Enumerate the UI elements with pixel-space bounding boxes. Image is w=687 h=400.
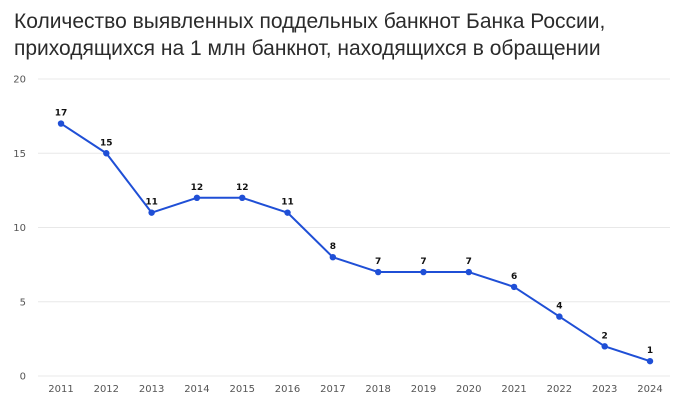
data-label: 11 [145,198,158,208]
x-tick-label: 2013 [139,384,164,395]
y-tick-label: 5 [20,297,26,308]
data-point [239,194,246,201]
y-tick-label: 15 [13,149,26,160]
y-tick-label: 0 [20,372,26,383]
x-tick-label: 2012 [94,384,119,395]
data-label: 8 [330,242,336,252]
x-tick-label: 2021 [501,384,526,395]
data-point [646,357,654,365]
x-tick-label: 2016 [275,384,300,395]
x-tick-label: 2022 [547,384,572,395]
data-label: 12 [236,183,249,193]
series [57,120,654,365]
x-tick-label: 2018 [365,384,390,395]
data-label: 4 [556,302,562,312]
data-label: 7 [375,257,381,267]
data-point [329,254,337,261]
x-tick-label: 2014 [184,384,209,395]
chart-title-line-2: приходящихся на 1 млн банкнот, находящих… [14,37,601,60]
data-label: 7 [420,257,426,267]
data-label: 12 [191,183,204,193]
data-point [601,343,608,350]
data-label: 1 [647,346,653,356]
y-tick-label: 20 [13,75,26,86]
data-label: 17 [55,109,68,119]
data-label: 15 [100,138,113,148]
x-tick-label: 2017 [320,384,345,395]
data-labels: 17 15 11 12 12 11 8 7 7 7 6 4 2 1 [55,109,653,357]
x-tick-label: 2015 [230,384,255,395]
chart-title: Количество выявленных поддельных банкнот… [14,8,674,62]
data-point [556,313,563,320]
y-axis: 0 5 10 15 20 [13,75,26,383]
data-label: 11 [281,198,294,208]
chart-title-line-1: Количество выявленных поддельных банкнот… [14,10,606,33]
data-label: 6 [511,272,517,282]
data-point [103,150,110,157]
data-point [148,209,155,216]
x-axis: 2011 2012 2013 2014 2015 2016 2017 2018 2019 2020… [48,384,662,395]
x-tick-label: 2020 [456,384,481,395]
data-point [420,268,427,276]
data-point [284,209,291,216]
x-tick-label: 2024 [637,384,662,395]
x-tick-label: 2011 [48,384,73,395]
data-point [465,268,472,276]
data-label: 7 [466,257,472,267]
data-point [374,268,382,276]
y-tick-label: 10 [13,223,26,234]
data-label: 2 [602,331,608,341]
grid-lines [38,78,670,377]
data-point [510,283,518,291]
x-tick-label: 2023 [592,384,617,395]
data-point [57,120,65,127]
x-tick-label: 2019 [411,384,436,395]
data-point [193,194,201,201]
series-line [60,122,651,363]
